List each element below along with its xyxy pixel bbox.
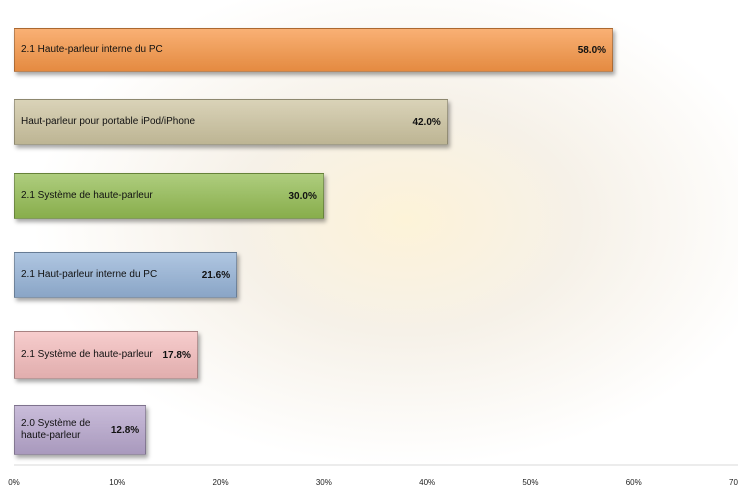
bar: 2.1 Haut-parleur interne du PC 21.6% bbox=[14, 252, 238, 298]
x-tick-label: 70% bbox=[728, 478, 738, 487]
x-tick-label: 10% bbox=[109, 478, 126, 487]
x-tick-label: 20% bbox=[212, 478, 229, 487]
category-label: 2.0 Système de haute-parleur bbox=[21, 418, 91, 441]
category-label: 2.1 Système de haute-parleur bbox=[21, 349, 153, 360]
category-label: Haut-parleur pour portable iPod/iPhone bbox=[21, 116, 195, 127]
value-label: 21.6% bbox=[201, 269, 231, 281]
category-label: 2.1 Haute-parleur interne du PC bbox=[21, 44, 163, 55]
value-label: 12.8% bbox=[110, 424, 140, 436]
x-tick-label: 40% bbox=[419, 478, 436, 487]
value-label: 17.8% bbox=[162, 349, 191, 361]
x-tick-label: 60% bbox=[625, 478, 642, 487]
value-label: 30.0% bbox=[288, 190, 317, 202]
bar: Haut-parleur pour portable iPod/iPhone 42… bbox=[14, 99, 448, 145]
bar: 2.1 Système de haute-parleur 17.8% bbox=[14, 331, 198, 379]
bar: 2.1 Système de haute-parleur 30.0% bbox=[14, 173, 324, 219]
value-label: 58.0% bbox=[577, 44, 607, 56]
bar: 2.0 Système de haute-parleur 12.8% bbox=[14, 405, 147, 455]
bar: 2.1 Haute-parleur interne du PC 58.0% bbox=[14, 28, 614, 72]
x-tick-label: 0% bbox=[8, 478, 20, 487]
category-label: 2.1 Système de haute-parleur bbox=[21, 190, 153, 201]
x-tick-label: 50% bbox=[522, 478, 539, 487]
x-tick-label: 30% bbox=[315, 478, 332, 487]
category-label: 2.1 Haut-parleur interne du PC bbox=[21, 269, 158, 280]
value-label: 42.0% bbox=[412, 116, 441, 128]
